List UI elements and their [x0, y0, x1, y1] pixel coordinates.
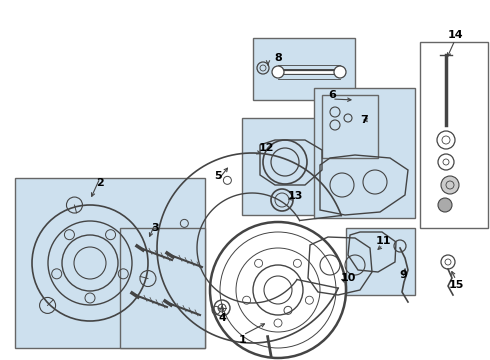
Text: 10: 10 [341, 273, 356, 283]
Text: 8: 8 [274, 53, 282, 63]
Text: 3: 3 [151, 223, 159, 233]
Bar [346, 228, 415, 295]
Text: 13: 13 [287, 191, 303, 201]
Text: 9: 9 [399, 270, 407, 280]
Circle shape [334, 66, 346, 78]
Text: 12: 12 [258, 143, 274, 153]
Text: 6: 6 [328, 90, 336, 100]
Bar [242, 118, 355, 215]
Bar [420, 42, 488, 228]
Bar [253, 38, 355, 100]
Circle shape [438, 198, 452, 212]
Bar [322, 95, 378, 158]
Text: 11: 11 [375, 236, 391, 246]
Text: 1: 1 [239, 335, 247, 345]
Bar [15, 178, 205, 348]
Circle shape [441, 176, 459, 194]
Text: 5: 5 [214, 171, 222, 181]
Text: 2: 2 [96, 178, 104, 188]
Text: 15: 15 [448, 280, 464, 290]
Circle shape [272, 66, 284, 78]
Text: 7: 7 [360, 115, 368, 125]
Text: 4: 4 [218, 313, 226, 323]
Bar [120, 228, 205, 348]
Bar [314, 88, 415, 218]
Text: 14: 14 [447, 30, 463, 40]
